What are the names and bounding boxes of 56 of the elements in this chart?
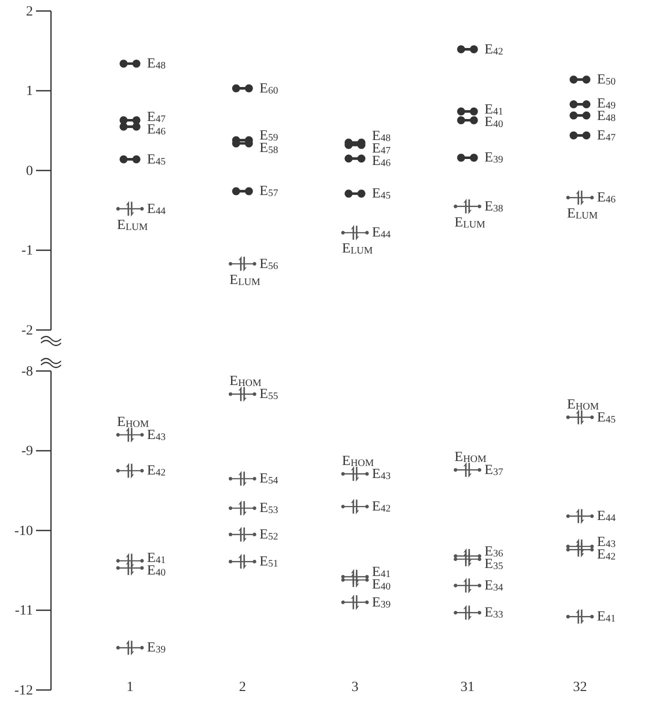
annotation: E$_{HOM}$: [342, 453, 374, 469]
annotation: E$_{45}$: [147, 152, 166, 168]
annotation: E$_{LUM}$: [117, 217, 148, 233]
x-tick-label: 31: [460, 680, 474, 695]
annotation: E$_{42}$: [147, 463, 166, 479]
annotation: E$_{44}$: [372, 225, 391, 241]
annotation: E$_{43}$: [372, 466, 391, 482]
annotation: E$_{53}$: [260, 500, 278, 516]
annotation: E$_{48}$: [147, 56, 166, 72]
annotation: E$_{44}$: [147, 201, 166, 217]
annotation: E$_{51}$: [260, 554, 278, 570]
x-tick-label: 32: [573, 680, 587, 695]
annotation: E$_{47}$: [597, 128, 616, 144]
annotation: E$_{37}$: [484, 462, 504, 478]
y-tick-label: -12: [14, 683, 33, 698]
annotation: E$_{57}$: [260, 184, 278, 200]
annotation: E$_{41}$: [597, 609, 616, 625]
annotation: E$_{60}$: [260, 80, 278, 96]
annotation: E$_{HOM}$: [117, 414, 150, 430]
annotation: E$_{HOM}$: [567, 396, 600, 412]
annotation: E$_{55}$: [260, 386, 278, 402]
annotation: E$_{56}$: [260, 256, 278, 272]
y-tick-label: -8: [21, 364, 33, 380]
annotation: E$_{52}$: [260, 526, 278, 542]
annotation: E$_{45}$: [372, 186, 391, 202]
y-tick-label: -1: [21, 244, 33, 259]
y-tick-label: -2: [21, 323, 33, 338]
annotation: E$_{46}$: [597, 190, 616, 206]
annotation: E$_{39}$: [147, 640, 166, 656]
annotation: E$_{LUM}$: [454, 214, 486, 230]
y-tick-label: 1: [26, 84, 33, 100]
annotation: E$_{LUM}$: [567, 206, 598, 222]
annotation: E$_{34}$: [484, 578, 504, 594]
x-tick-label: 2: [239, 680, 246, 695]
annotation: E$_{42}$: [372, 499, 391, 515]
annotation: E$_{HOM}$: [230, 374, 262, 390]
y-tick-label: 0: [26, 164, 33, 179]
annotation: E$_{43}$: [147, 427, 166, 443]
annotation: E$_{50}$: [597, 72, 616, 88]
annotation: E$_{HOM}$: [454, 449, 487, 465]
annotation: E$_{45}$: [597, 410, 616, 426]
annotation: E$_{33}$: [484, 605, 504, 621]
x-tick-label: 1: [126, 680, 134, 695]
annotation: E$_{42}$: [484, 42, 504, 58]
annotation: E$_{44}$: [597, 508, 616, 524]
annotation: E$_{54}$: [260, 471, 278, 487]
y-tick-label: 2: [26, 4, 33, 20]
annotation: E$_{39}$: [484, 150, 504, 166]
y-tick-label: -10: [14, 524, 33, 539]
y-tick-label: -9: [21, 444, 33, 460]
x-tick-label: 3: [352, 680, 358, 695]
y-tick-label: -11: [14, 604, 33, 619]
annotation: E$_{LUM}$: [342, 241, 373, 257]
annotation: E$_{39}$: [372, 594, 391, 610]
annotation: E$_{38}$: [484, 198, 504, 214]
annotation: E$_{LUM}$: [230, 272, 260, 288]
